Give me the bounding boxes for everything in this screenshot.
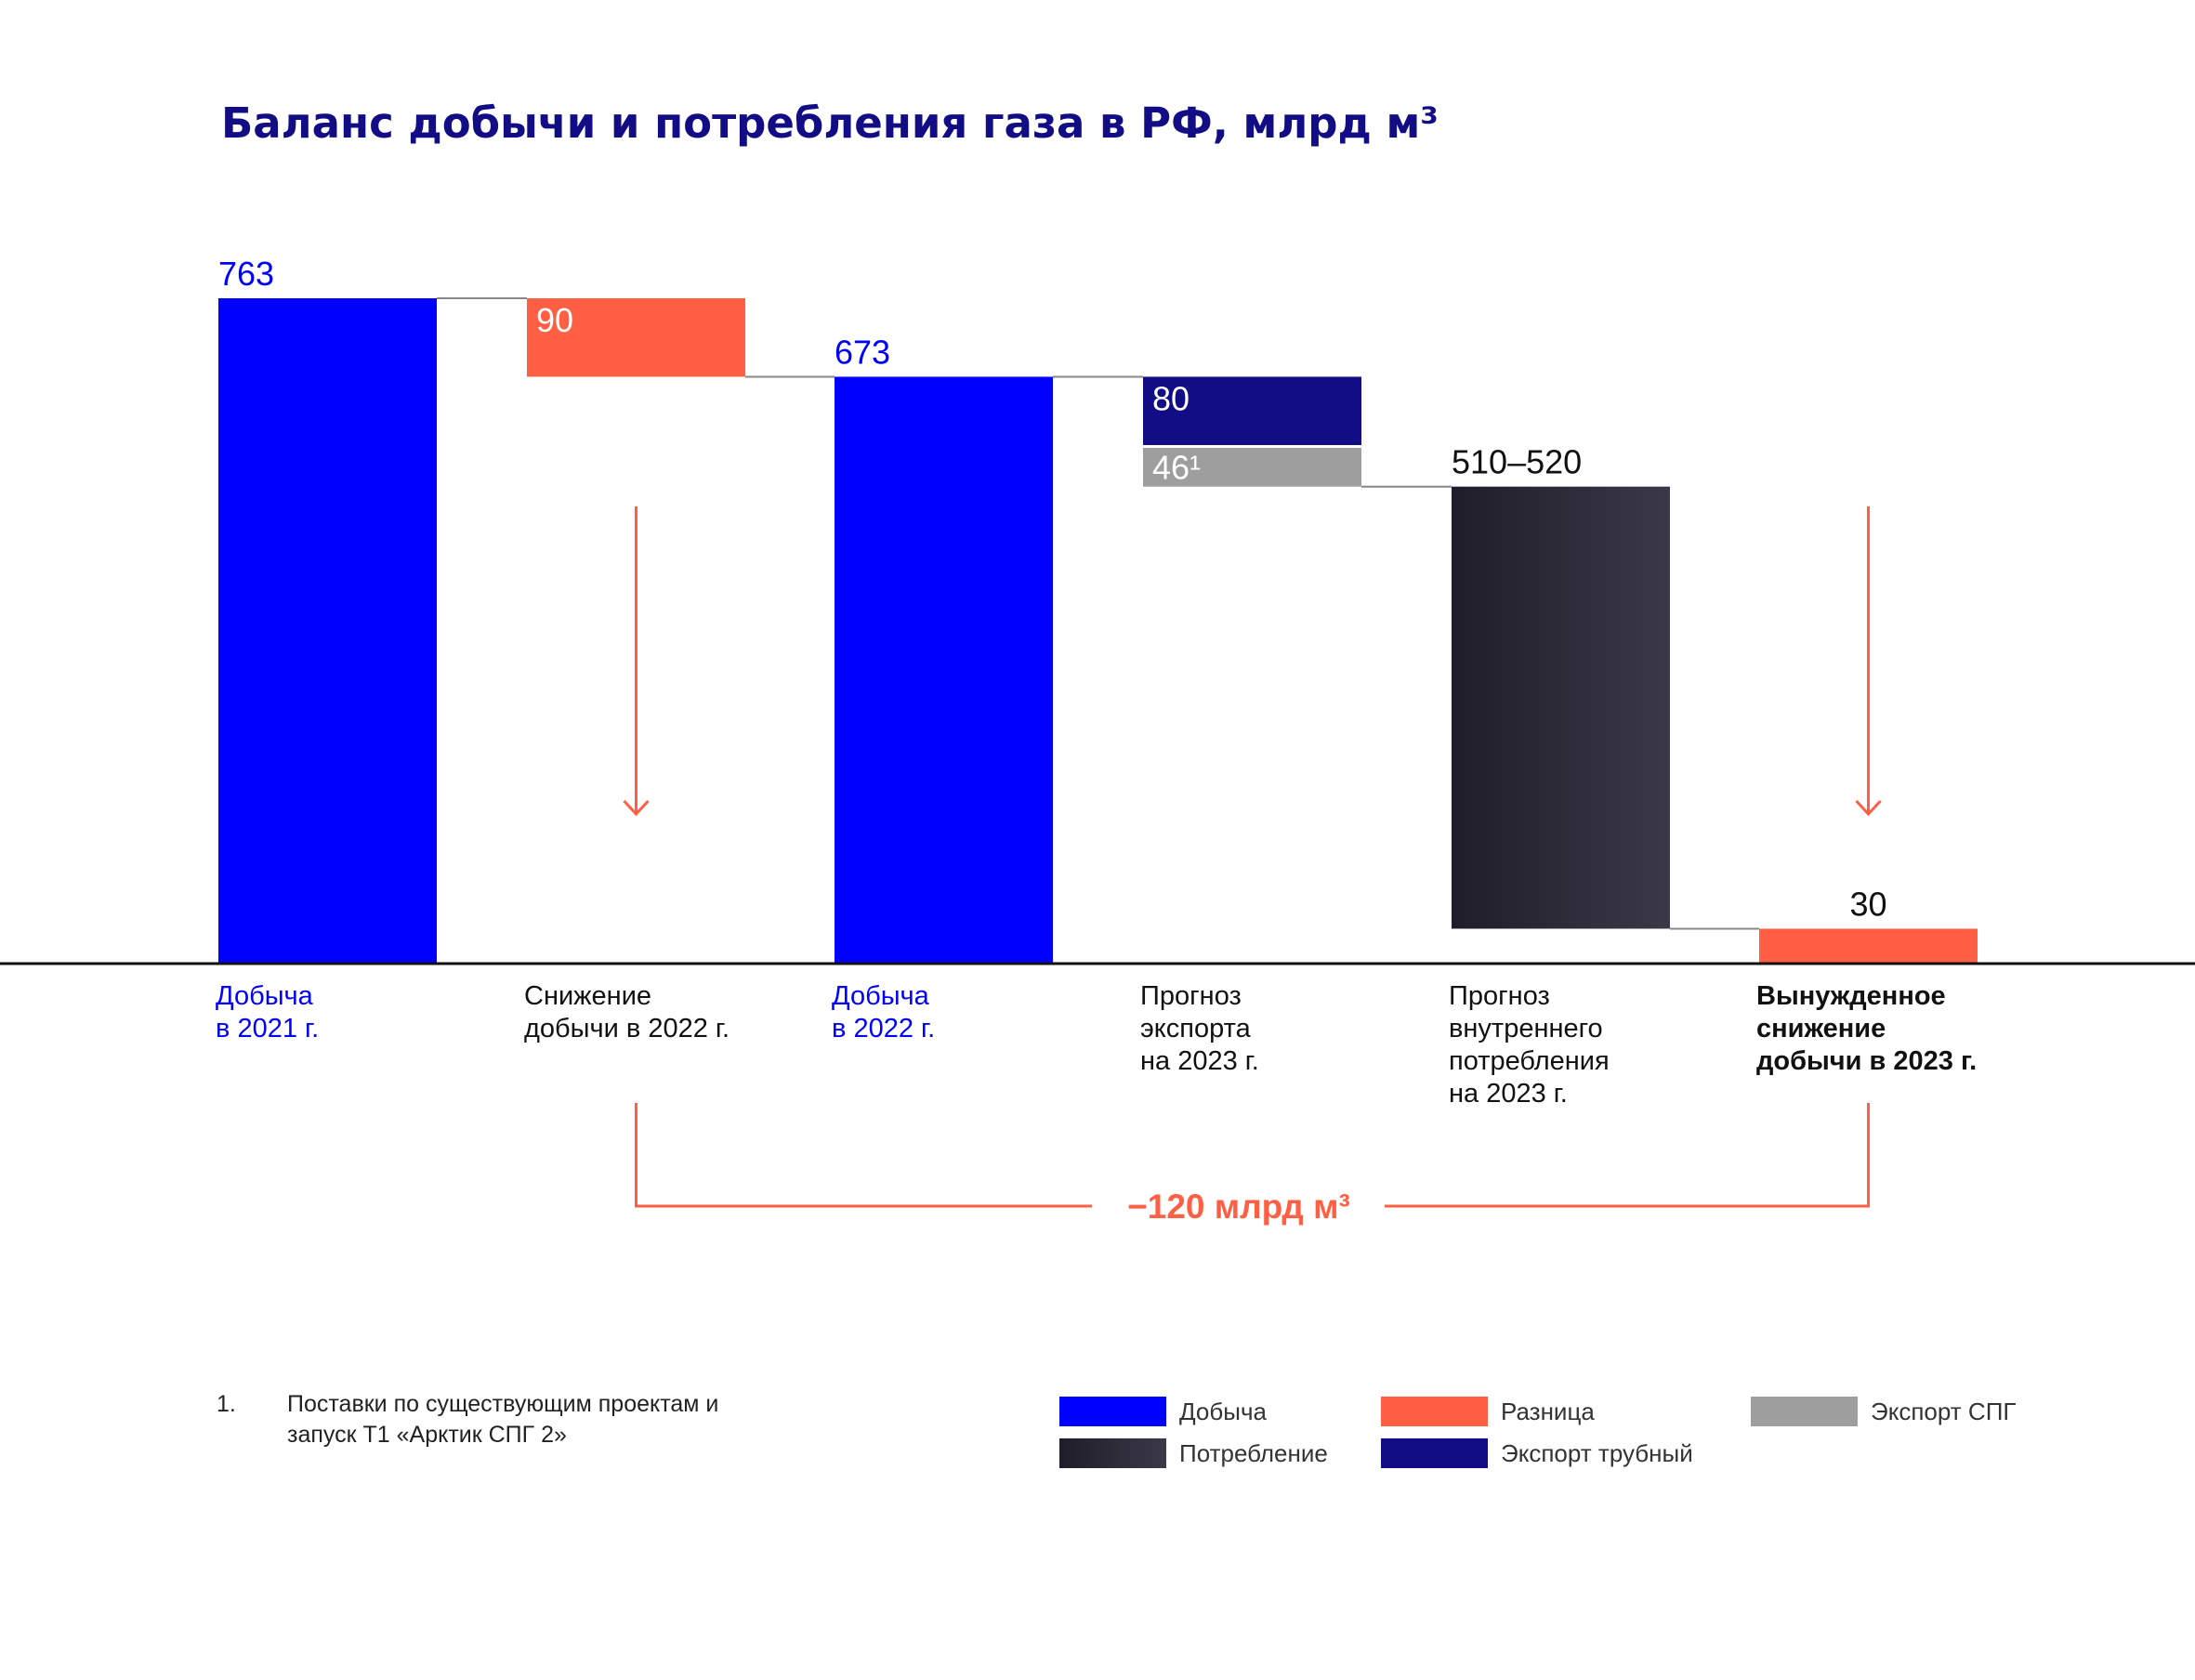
bar-0	[218, 298, 437, 964]
footnote-number: 1.	[217, 1391, 236, 1417]
arrows-group	[623, 506, 1882, 817]
bar-4	[1143, 446, 1361, 487]
category-label-3: Прогноз экспорта на 2023 г.	[1140, 981, 1259, 1076]
bracket-right	[1385, 1103, 1870, 1208]
connector-lines	[437, 297, 1759, 930]
category-label-2: Добыча в 2022 г.	[832, 981, 935, 1043]
value-label-1: 90	[536, 301, 573, 339]
legend-label-4: Экспорт трубный	[1501, 1438, 1693, 1467]
footnote-text: Поставки по существующим проектам и запу…	[287, 1391, 719, 1448]
arrow-head-1	[1855, 799, 1882, 817]
value-labels: 763 90 673 80 46¹ 510–520 30	[218, 255, 1887, 923]
legend-item-0: Добыча	[1059, 1397, 1267, 1426]
value-label-4: 46¹	[1152, 449, 1201, 487]
legend-swatch-4	[1381, 1438, 1488, 1468]
value-label-3: 80	[1152, 379, 1190, 417]
legend-label-0: Добыча	[1179, 1397, 1267, 1425]
reduction-annotation: −120 млрд м³	[1127, 1188, 1350, 1226]
reduction-bracket: −120 млрд м³	[635, 1103, 1870, 1226]
bar-2	[835, 376, 1053, 965]
legend-label-2: Экспорт СПГ	[1871, 1397, 2017, 1425]
legend-swatch-2	[1751, 1397, 1858, 1426]
value-label-5: 510–520	[1452, 443, 1582, 481]
category-label-0: Добыча в 2021 г.	[216, 981, 319, 1043]
legend-item-2: Экспорт СПГ	[1751, 1397, 2016, 1426]
category-label-1: Снижение добычи в 2022 г.	[524, 981, 729, 1043]
bar-5	[1452, 486, 1670, 929]
category-label-4: Прогноз внутреннего потребления на 2023 г.	[1449, 981, 1610, 1109]
bracket-left	[635, 1103, 1092, 1208]
legend-label-3: Потребление	[1179, 1438, 1328, 1467]
legend-swatch-1	[1381, 1397, 1488, 1426]
legend-item-3: Потребление	[1059, 1438, 1328, 1468]
value-label-6: 30	[1849, 885, 1886, 923]
value-label-0: 763	[218, 255, 274, 293]
category-labels: Добыча в 2021 г. Снижение добычи в 2022 г. Д…	[216, 981, 1977, 1109]
legend-swatch-0	[1059, 1397, 1166, 1426]
category-label-5: Вынужденное снижение добычи в 2023 г.	[1756, 981, 1977, 1076]
chart-title: Баланс добычи и потребления газа в РФ, м…	[221, 98, 1439, 148]
value-label-2: 673	[835, 333, 890, 371]
legend-item-1: Разница	[1381, 1397, 1595, 1426]
bar-6	[1759, 928, 1978, 964]
legend-item-4: Экспорт трубный	[1381, 1438, 1693, 1468]
legend-label-1: Разница	[1501, 1397, 1595, 1425]
bar-1	[527, 298, 745, 377]
bar-3	[1143, 376, 1361, 447]
bars-group	[218, 298, 1978, 965]
legend-swatch-3	[1059, 1438, 1166, 1468]
arrow-head-0	[623, 799, 650, 817]
